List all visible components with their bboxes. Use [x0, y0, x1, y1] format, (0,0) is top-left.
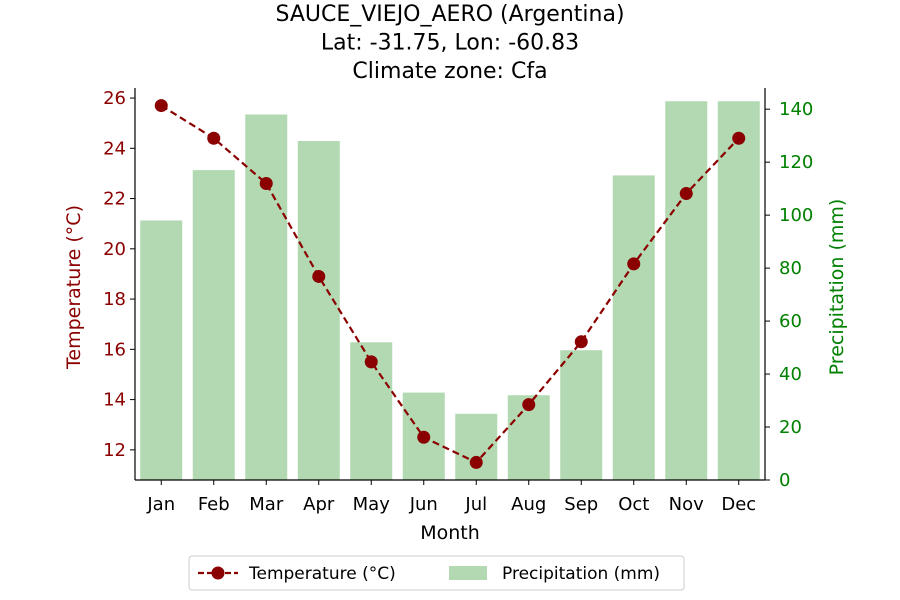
x-tick-label: Oct: [618, 494, 649, 515]
chart-title-line: SAUCE_VIEJO_AERO (Argentina): [275, 2, 624, 27]
left-tick-label: 16: [103, 339, 126, 360]
right-tick-label: 40: [779, 364, 802, 385]
x-tick-label: Feb: [198, 494, 230, 515]
y-axis-label-left: Temperature (°C): [63, 205, 85, 370]
precipitation-bar: [140, 220, 183, 480]
x-tick-label: May: [353, 494, 391, 515]
temperature-point: [154, 99, 168, 113]
x-tick-label: Jun: [409, 494, 438, 515]
x-axis-label: Month: [420, 522, 480, 544]
legend-precipitation-swatch: [449, 566, 487, 580]
chart-title-line: Climate zone: Cfa: [352, 59, 547, 84]
legend-temperature-marker: [211, 566, 225, 580]
temperature-line-series: [154, 99, 746, 469]
temperature-point: [364, 355, 378, 369]
temperature-point: [679, 187, 693, 201]
temperature-point: [522, 398, 536, 412]
left-tick-label: 12: [103, 440, 126, 461]
temperature-point: [627, 257, 641, 271]
precipitation-bar: [665, 101, 708, 481]
precipitation-bars: [140, 101, 760, 481]
right-y-axis-ticks: 0 20 40 60 80 100 120 140: [765, 99, 813, 491]
temperature-point: [732, 131, 746, 145]
temperature-point: [259, 176, 273, 190]
left-y-axis-ticks: 12 14 16 18 20 22 24 26: [103, 88, 135, 461]
x-tick-label: Dec: [721, 494, 756, 515]
x-tick-label: Nov: [669, 494, 704, 515]
x-tick-label: Mar: [249, 494, 284, 515]
x-tick-label: Apr: [303, 494, 335, 515]
legend: Temperature (°C) Precipitation (mm): [188, 555, 685, 591]
legend-frame: [188, 555, 685, 591]
legend-temperature-label: Temperature (°C): [248, 564, 396, 584]
temperature-point: [312, 269, 326, 283]
precipitation-bar: [612, 175, 655, 481]
right-tick-label: 60: [779, 311, 802, 332]
temperature-point: [574, 335, 588, 349]
x-tick-label: Aug: [511, 494, 546, 515]
temperature-point: [417, 430, 431, 444]
right-tick-label: 80: [779, 258, 802, 279]
x-tick-label: Jul: [464, 494, 487, 515]
precipitation-bar: [717, 101, 760, 481]
left-tick-label: 22: [103, 189, 126, 210]
left-tick-label: 20: [103, 239, 126, 260]
precipitation-bar: [297, 140, 340, 481]
right-tick-label: 0: [779, 470, 790, 491]
precipitation-bar: [245, 114, 288, 481]
x-tick-label: Jan: [146, 494, 175, 515]
right-tick-label: 120: [779, 152, 813, 173]
chart-title: SAUCE_VIEJO_AERO (Argentina) Lat: -31.75,…: [275, 2, 624, 84]
left-tick-label: 26: [103, 88, 126, 109]
x-axis-ticks: Jan Feb Mar Apr May Jun Jul Aug Sep Oct Nov Dec: [146, 480, 756, 515]
right-tick-label: 140: [779, 99, 813, 120]
left-tick-label: 18: [103, 289, 126, 310]
legend-precipitation-label: Precipitation (mm): [502, 564, 660, 584]
left-tick-label: 14: [103, 390, 126, 411]
left-tick-label: 24: [103, 138, 126, 159]
y-axis-label-right: Precipitation (mm): [826, 199, 848, 376]
right-tick-label: 100: [779, 205, 813, 226]
chart-axes: [134, 88, 766, 481]
chart-title-line: Lat: -31.75, Lon: -60.83: [321, 31, 579, 56]
x-tick-label: Sep: [564, 494, 598, 515]
precipitation-bar: [192, 170, 235, 481]
right-tick-label: 20: [779, 417, 802, 438]
temperature-point: [469, 455, 483, 469]
precipitation-bar: [560, 350, 603, 480]
temperature-point: [207, 131, 221, 145]
